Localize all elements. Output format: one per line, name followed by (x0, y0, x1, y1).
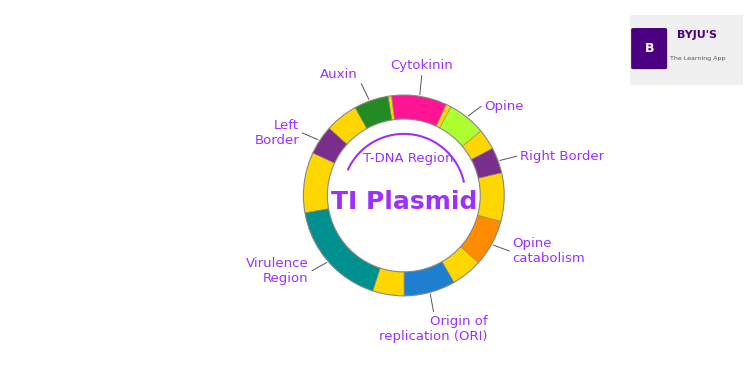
FancyBboxPatch shape (624, 12, 748, 89)
Polygon shape (440, 107, 481, 146)
Text: B: B (644, 43, 654, 55)
Text: T-DNA Region: T-DNA Region (363, 152, 453, 164)
Text: TI Plasmid: TI Plasmid (331, 190, 477, 214)
Text: Auxin: Auxin (320, 68, 358, 80)
Text: Virulence
Region: Virulence Region (246, 257, 309, 285)
Text: Left
Border: Left Border (254, 119, 299, 147)
Text: Opine
catabolism: Opine catabolism (512, 237, 585, 265)
Polygon shape (313, 128, 347, 163)
Wedge shape (304, 95, 504, 296)
Polygon shape (356, 96, 392, 128)
Text: Opine: Opine (484, 100, 524, 113)
Polygon shape (471, 148, 502, 178)
Polygon shape (460, 215, 501, 263)
Text: Origin of
replication (ORI): Origin of replication (ORI) (380, 315, 488, 342)
Text: Right Border: Right Border (520, 150, 604, 163)
Polygon shape (305, 209, 380, 291)
Polygon shape (404, 262, 454, 296)
Text: Cytokinin: Cytokinin (390, 60, 453, 72)
FancyBboxPatch shape (632, 28, 668, 69)
Text: The Learning App: The Learning App (670, 56, 725, 61)
Polygon shape (392, 95, 446, 126)
Text: BYJU'S: BYJU'S (677, 30, 718, 40)
